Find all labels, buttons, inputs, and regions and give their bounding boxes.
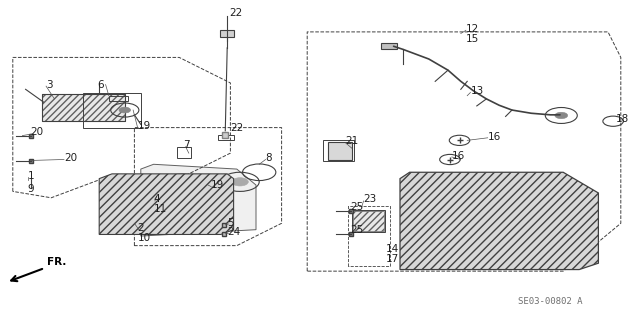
Bar <box>220 30 234 37</box>
Polygon shape <box>413 177 579 266</box>
Bar <box>218 135 234 140</box>
Text: 3: 3 <box>46 79 52 90</box>
Text: 1: 1 <box>28 171 34 181</box>
Text: 13: 13 <box>470 86 484 96</box>
Text: 9: 9 <box>28 184 34 194</box>
Bar <box>42 94 125 121</box>
Text: 12: 12 <box>466 24 479 34</box>
Text: 22: 22 <box>230 122 244 133</box>
Circle shape <box>119 107 131 113</box>
Text: 15: 15 <box>466 34 479 44</box>
Text: 24: 24 <box>227 227 241 237</box>
Text: 6: 6 <box>97 79 104 90</box>
Text: 7: 7 <box>183 140 189 150</box>
Polygon shape <box>99 174 234 234</box>
Text: 16: 16 <box>488 131 501 142</box>
Bar <box>353 211 384 231</box>
Text: 5: 5 <box>227 218 234 228</box>
Polygon shape <box>141 164 256 236</box>
Bar <box>352 210 385 232</box>
Bar <box>328 142 352 160</box>
Circle shape <box>232 178 248 186</box>
Text: 19: 19 <box>138 121 151 131</box>
Text: 21: 21 <box>346 136 359 146</box>
Circle shape <box>555 112 568 119</box>
Bar <box>177 147 191 158</box>
Text: FR.: FR. <box>47 257 66 267</box>
Bar <box>109 96 128 101</box>
Text: 17: 17 <box>386 254 399 264</box>
Text: 23: 23 <box>364 194 377 204</box>
Text: 18: 18 <box>616 114 629 124</box>
Text: 22: 22 <box>229 8 243 18</box>
Polygon shape <box>400 172 598 270</box>
Text: 16: 16 <box>452 151 465 161</box>
Text: 20: 20 <box>31 127 44 137</box>
Bar <box>323 140 354 161</box>
Text: 2: 2 <box>138 223 144 233</box>
Text: 25: 25 <box>351 202 364 212</box>
Text: 20: 20 <box>64 153 77 163</box>
Text: 19: 19 <box>211 180 225 190</box>
Text: 4: 4 <box>154 194 160 204</box>
Text: 14: 14 <box>386 244 399 255</box>
Text: 8: 8 <box>266 153 272 163</box>
Bar <box>42 94 125 121</box>
Bar <box>381 43 397 49</box>
Text: 11: 11 <box>154 204 167 214</box>
Bar <box>83 93 141 128</box>
Text: 10: 10 <box>138 233 151 243</box>
Text: 25: 25 <box>351 225 364 235</box>
Text: SE03-00802 A: SE03-00802 A <box>518 297 583 306</box>
